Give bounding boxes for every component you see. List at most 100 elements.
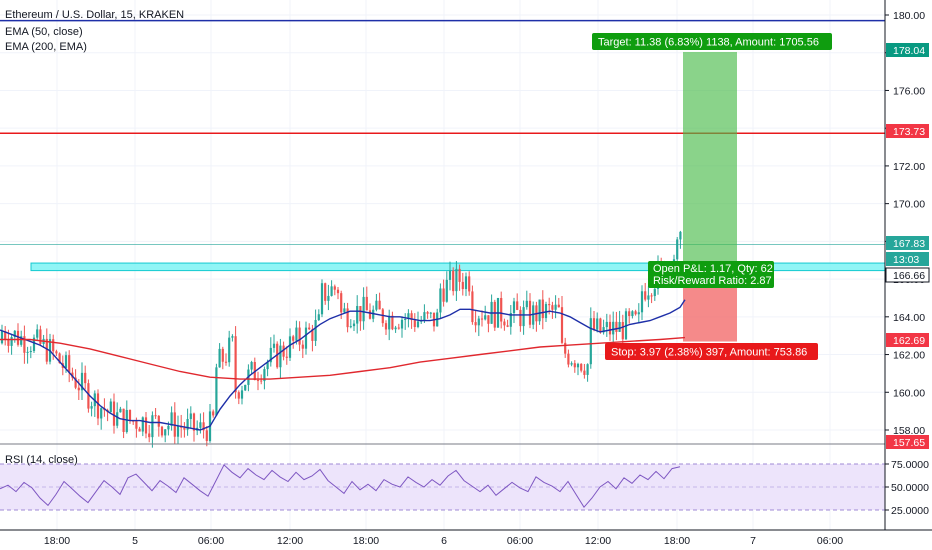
candle-body	[0, 331, 4, 344]
price-label-bg-3	[886, 252, 929, 266]
rsi-line	[0, 464, 681, 509]
price-tick-9: 162.00	[893, 350, 925, 362]
candle-body	[20, 336, 23, 345]
candle-body	[96, 393, 100, 419]
candle-body	[679, 231, 682, 240]
candle-body	[192, 413, 196, 431]
candle-body	[615, 321, 618, 332]
candle-body	[506, 325, 509, 327]
candle-body	[423, 312, 426, 321]
time-tick-10: 06:00	[817, 535, 843, 547]
candle-body	[77, 387, 80, 391]
candle-body	[391, 315, 394, 330]
time-tick-8: 18:00	[664, 535, 690, 547]
candle-body	[4, 331, 7, 340]
candle-body	[237, 392, 240, 399]
candle-body	[580, 363, 583, 371]
time-tick-3: 12:00	[277, 535, 303, 547]
horizontal-levels[interactable]	[0, 19, 885, 245]
candle-body	[589, 318, 592, 365]
candle-body	[532, 305, 535, 325]
price-label-bg-5	[886, 333, 929, 347]
candle-body	[640, 291, 644, 313]
candle-body	[32, 337, 36, 352]
rsi-series	[0, 464, 681, 509]
ema200-legend[interactable]: EMA (200, EMA)	[5, 41, 87, 53]
profit-zone[interactable]	[683, 51, 737, 267]
candle-body	[612, 321, 615, 335]
candle-body	[573, 363, 576, 368]
candle-body	[336, 289, 340, 294]
rsi-legend[interactable]: RSI (14, close)	[5, 454, 78, 466]
candle-body	[141, 417, 144, 432]
candle-body	[628, 311, 631, 317]
time-tick-0: 18:00	[44, 535, 70, 547]
candle-body	[416, 321, 420, 327]
candle-body	[541, 299, 544, 319]
price-tick-8: 164.00	[893, 312, 925, 324]
candle-body	[7, 339, 10, 346]
symbol-title[interactable]: Ethereum / U.S. Dollar, 15, KRAKEN	[5, 9, 184, 21]
candle-body	[400, 319, 404, 329]
price-label-bg-4	[885, 267, 930, 283]
candle-body	[599, 318, 602, 333]
target-label[interactable]: Target: 11.38 (6.83%) 1138, Amount: 1705…	[592, 33, 832, 50]
candle-body	[429, 312, 432, 314]
candle-body	[295, 327, 298, 341]
price-label-6: 157.65	[893, 437, 925, 449]
candle-body	[26, 351, 29, 353]
candle-body	[116, 412, 119, 426]
candle-body	[125, 409, 128, 432]
candle-body	[74, 377, 77, 388]
price-label-bg-2	[886, 236, 929, 250]
candle-body	[445, 279, 448, 302]
time-axis[interactable]	[0, 530, 932, 550]
risk-reward-text: Risk/Reward Ratio: 2.87	[653, 275, 772, 287]
candle-body	[644, 291, 647, 300]
candle-body	[554, 304, 557, 310]
candle-body	[394, 327, 397, 330]
candle-body	[189, 413, 192, 419]
time-tick-4: 18:00	[353, 535, 379, 547]
candle-body	[455, 268, 458, 292]
candle-body	[80, 372, 84, 391]
rsi-tick-2: 25.0000	[891, 505, 929, 517]
candle-body	[266, 362, 269, 370]
candle-body	[327, 295, 330, 301]
candle-body	[570, 363, 573, 365]
candle-body	[16, 330, 20, 345]
candle-body	[365, 296, 368, 311]
candle-body	[362, 296, 365, 322]
price-tick-5: 170.00	[893, 199, 925, 211]
candle-body	[269, 347, 272, 363]
candle-body	[346, 308, 349, 328]
candle-body	[484, 315, 487, 320]
candle-body	[493, 301, 496, 328]
candle-body	[292, 336, 295, 341]
candle-body	[144, 417, 148, 434]
series-lines	[0, 299, 686, 431]
candle-body	[128, 409, 132, 421]
candle-body	[29, 351, 32, 353]
candle-body	[544, 304, 548, 319]
price-tick-2: 176.00	[893, 85, 925, 97]
candle-body	[64, 355, 68, 368]
price-label-bg-0	[886, 43, 929, 57]
time-tick-6: 06:00	[507, 535, 533, 547]
candle-body	[359, 306, 362, 322]
candle-body	[138, 428, 141, 432]
candle-body	[522, 307, 525, 327]
price-label-1: 173.73	[893, 126, 925, 138]
candle-body	[199, 422, 202, 428]
candle-body	[352, 323, 356, 327]
candle-body	[413, 320, 416, 327]
pnl-label[interactable]: Open P&L: 1.17, Qty: 62 Risk/Reward Rati…	[648, 261, 774, 288]
candle-body	[135, 420, 138, 429]
ema50-legend[interactable]: EMA (50, close)	[5, 26, 83, 38]
candle-body	[314, 320, 317, 341]
candle-body	[301, 344, 304, 349]
price-tick-0: 180.00	[893, 10, 925, 22]
pnl-text: Open P&L: 1.17, Qty: 62	[653, 263, 773, 275]
stop-label[interactable]: Stop: 3.97 (2.38%) 397, Amount: 753.86	[605, 343, 818, 360]
